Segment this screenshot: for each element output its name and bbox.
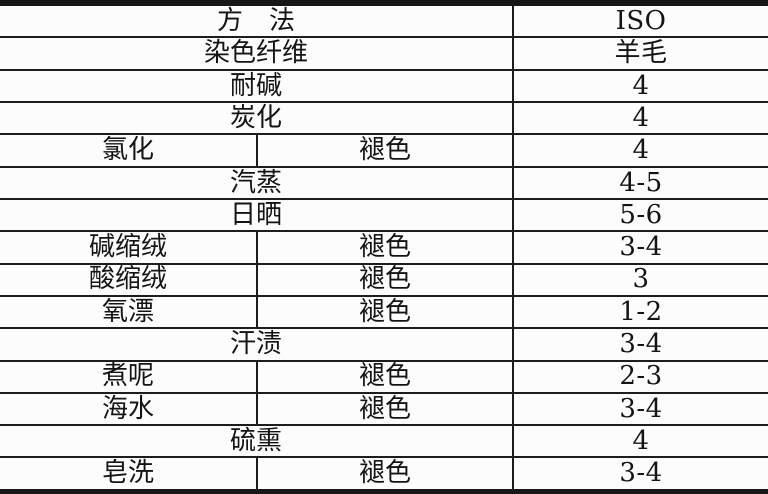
- grade-cell: 3-4: [513, 391, 768, 426]
- table-row-header: 方 法 ISO: [0, 1, 768, 38]
- method-cell: 碱缩绒: [0, 230, 258, 264]
- fade-cell: 褪色: [257, 391, 515, 426]
- method-cell: 汗渍: [0, 327, 515, 361]
- method-cell: 海水: [0, 391, 258, 426]
- table-row: 汗渍 3-4: [0, 327, 768, 361]
- grade-cell: 5-6: [513, 197, 768, 232]
- fiber-value-cell: 羊毛: [513, 36, 768, 70]
- method-cell: 煮呢: [0, 359, 258, 393]
- table-row: 日晒 5-6: [0, 197, 768, 232]
- grade-cell: 3: [513, 262, 768, 296]
- grade-cell: 3-4: [513, 230, 768, 264]
- table-row: 汽蒸 4-5: [0, 165, 768, 199]
- standard-header-cell: ISO: [513, 1, 768, 38]
- table-row: 氧漂 褪色 1-2: [0, 294, 768, 329]
- method-cell: 硫熏: [0, 424, 515, 458]
- fiber-label-cell: 染色纤维: [0, 36, 515, 70]
- grade-cell: 4: [513, 101, 768, 135]
- grade-cell: 2-3: [513, 359, 768, 393]
- fade-cell: 褪色: [257, 294, 515, 329]
- table-row: 煮呢 褪色 2-3: [0, 359, 768, 393]
- grade-cell: 3-4: [513, 327, 768, 361]
- table-row: 炭化 4: [0, 101, 768, 135]
- method-cell: 汽蒸: [0, 165, 515, 199]
- table-row: 海水 褪色 3-4: [0, 391, 768, 426]
- table-row: 碱缩绒 褪色 3-4: [0, 230, 768, 264]
- fade-cell: 褪色: [257, 133, 515, 167]
- grade-cell: 4: [513, 133, 768, 167]
- table-row: 氯化 褪色 4: [0, 133, 768, 167]
- method-cell: 炭化: [0, 101, 515, 135]
- grade-cell: 3-4: [513, 456, 768, 492]
- table-row: 皂洗 褪色 3-4: [0, 456, 768, 492]
- table-row: 硫熏 4: [0, 424, 768, 458]
- method-cell: 酸缩绒: [0, 262, 258, 296]
- fade-cell: 褪色: [257, 230, 515, 264]
- method-header-cell: 方 法: [0, 1, 515, 38]
- fade-cell: 褪色: [257, 359, 515, 393]
- grade-cell: 4-5: [513, 165, 768, 199]
- fade-cell: 褪色: [257, 262, 515, 296]
- method-cell: 氧漂: [0, 294, 258, 329]
- table-row: 耐碱 4: [0, 68, 768, 103]
- grade-cell: 4: [513, 424, 768, 458]
- table-row: 酸缩绒 褪色 3: [0, 262, 768, 296]
- method-cell: 皂洗: [0, 456, 258, 492]
- grade-cell: 4: [513, 68, 768, 103]
- grade-cell: 1-2: [513, 294, 768, 329]
- table-row-fiber: 染色纤维 羊毛: [0, 36, 768, 70]
- method-cell: 耐碱: [0, 68, 515, 103]
- method-cell: 氯化: [0, 133, 258, 167]
- method-cell: 日晒: [0, 197, 515, 232]
- fade-cell: 褪色: [257, 456, 515, 492]
